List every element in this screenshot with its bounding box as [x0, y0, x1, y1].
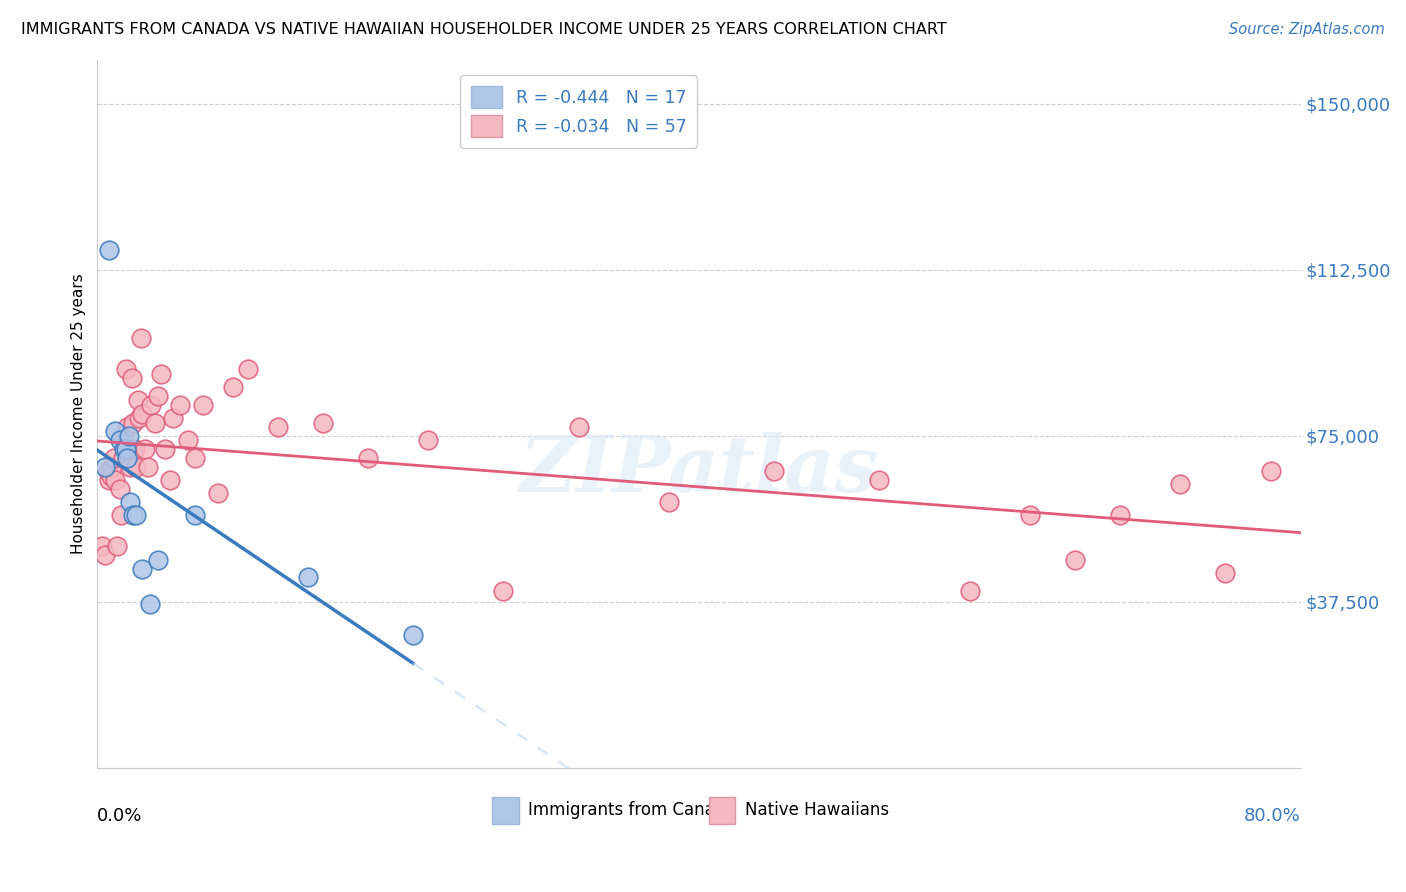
Point: [1019, 508, 1042, 523]
Point: [98, 473, 121, 487]
Point: [236, 362, 259, 376]
Point: [112, 442, 135, 456]
Point: [176, 434, 198, 448]
Point: [108, 434, 131, 448]
Point: [110, 508, 132, 523]
Point: [1260, 464, 1282, 478]
Point: [658, 495, 681, 509]
Point: [120, 495, 142, 509]
Point: [127, 393, 149, 408]
Point: [100, 468, 122, 483]
Point: [118, 450, 141, 465]
Point: [90, 540, 112, 554]
Point: [117, 420, 139, 434]
Point: [1215, 566, 1237, 580]
Text: 80.0%: 80.0%: [1244, 806, 1301, 824]
Point: [128, 411, 150, 425]
FancyBboxPatch shape: [492, 797, 519, 824]
Point: [94, 459, 117, 474]
Point: [184, 508, 207, 523]
Point: [169, 398, 191, 412]
Point: [108, 482, 131, 496]
Point: [122, 508, 145, 523]
Text: Immigrants from Canada: Immigrants from Canada: [529, 801, 735, 819]
Point: [131, 561, 153, 575]
Point: [104, 425, 127, 439]
FancyBboxPatch shape: [709, 797, 735, 824]
Point: [94, 549, 117, 563]
Point: [149, 367, 172, 381]
Point: [124, 442, 146, 456]
Point: [111, 450, 134, 465]
Point: [959, 583, 981, 598]
Point: [112, 434, 135, 448]
Point: [1109, 508, 1132, 523]
Y-axis label: Householder Income Under 25 years: Householder Income Under 25 years: [72, 273, 86, 554]
Text: Native Hawaiians: Native Hawaiians: [745, 801, 889, 819]
Point: [222, 380, 245, 394]
Point: [146, 389, 169, 403]
Legend: R = -0.444   N = 17, R = -0.034   N = 57: R = -0.444 N = 17, R = -0.034 N = 57: [460, 75, 697, 148]
Point: [146, 552, 169, 566]
Point: [115, 362, 138, 376]
Point: [207, 486, 229, 500]
Point: [357, 450, 380, 465]
Point: [120, 459, 142, 474]
Point: [1064, 552, 1087, 566]
Text: 0.0%: 0.0%: [97, 806, 143, 824]
Point: [115, 442, 138, 456]
Text: IMMIGRANTS FROM CANADA VS NATIVE HAWAIIAN HOUSEHOLDER INCOME UNDER 25 YEARS CORR: IMMIGRANTS FROM CANADA VS NATIVE HAWAIIA…: [21, 22, 946, 37]
Point: [418, 434, 440, 448]
Point: [121, 371, 143, 385]
Point: [101, 459, 124, 474]
Point: [143, 416, 166, 430]
Point: [568, 420, 591, 434]
Point: [125, 508, 148, 523]
Point: [869, 473, 891, 487]
Point: [141, 398, 163, 412]
Point: [159, 473, 181, 487]
Point: [184, 450, 207, 465]
Point: [138, 459, 160, 474]
Point: [492, 583, 515, 598]
Point: [134, 442, 156, 456]
Point: [129, 331, 152, 345]
Point: [297, 570, 319, 584]
Text: Source: ZipAtlas.com: Source: ZipAtlas.com: [1229, 22, 1385, 37]
Point: [162, 411, 184, 425]
Point: [104, 473, 127, 487]
Point: [131, 407, 153, 421]
Point: [402, 628, 425, 642]
Point: [153, 442, 176, 456]
Point: [1168, 477, 1191, 491]
Text: ZIPatlas: ZIPatlas: [519, 432, 879, 508]
Point: [97, 464, 120, 478]
Point: [122, 416, 145, 430]
Point: [117, 450, 139, 465]
Point: [118, 429, 141, 443]
Point: [125, 459, 148, 474]
Point: [312, 416, 335, 430]
Point: [103, 450, 125, 465]
Point: [98, 243, 121, 257]
Point: [105, 540, 128, 554]
Point: [139, 597, 162, 611]
Point: [763, 464, 786, 478]
Point: [267, 420, 290, 434]
Point: [191, 398, 214, 412]
